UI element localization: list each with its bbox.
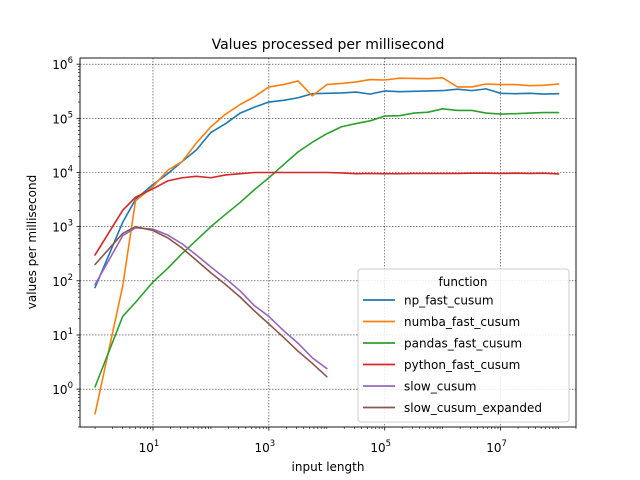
legend-label-np-fast-cusum: np_fast_cusum <box>404 294 494 308</box>
series-line-slow-cusum-expanded <box>94 225 328 378</box>
axis-ticks <box>76 63 577 431</box>
x-tick-label: 103 <box>255 439 276 455</box>
y-tick-label: 103 <box>52 219 73 235</box>
series-line-python-fast-cusum <box>94 171 560 256</box>
series-line-pandas-fast-cusum <box>94 108 560 388</box>
x-tick-label: 101 <box>139 439 160 455</box>
series-line-np-fast-cusum <box>94 88 560 289</box>
legend-title: function <box>438 275 487 289</box>
x-tick-label: 105 <box>370 439 391 455</box>
legend-label-python-fast-cusum: python_fast_cusum <box>404 358 520 372</box>
legend-label-slow-cusum: slow_cusum <box>404 380 477 394</box>
y-tick-label: 100 <box>52 381 73 397</box>
y-tick-label: 105 <box>52 110 73 126</box>
y-axis-label: values per millisecond <box>25 175 39 309</box>
chart-title: Values processed per millisecond <box>212 37 445 53</box>
legend-label-slow-cusum-expanded: slow_cusum_expanded <box>404 401 542 415</box>
y-tick-label: 106 <box>52 56 73 72</box>
legend-entries: np_fast_cusum numba_fast_cusum pandas_fast… <box>363 294 542 415</box>
axes-frame <box>79 57 577 428</box>
legend-box <box>357 268 570 423</box>
legend-label-numba-fast-cusum: numba_fast_cusum <box>404 315 520 329</box>
x-tick-label: 107 <box>486 439 507 455</box>
series-line-slow-cusum <box>94 227 328 370</box>
y-tick-label: 101 <box>52 327 73 343</box>
x-axis-label: input length <box>292 460 365 474</box>
axis-tick-labels: 101 103 105 107 100 101 102 103 104 105 106 <box>52 56 507 455</box>
series-line-numba-fast-cusum <box>94 77 560 415</box>
y-tick-label: 104 <box>52 164 73 180</box>
legend: function np_fast_cusum numba_fast_cusumpa… <box>357 268 570 423</box>
y-tick-label: 102 <box>52 273 73 289</box>
series-lines <box>94 77 560 415</box>
legend-label-pandas-fast-cusum: pandas_fast_cusum <box>404 337 522 351</box>
